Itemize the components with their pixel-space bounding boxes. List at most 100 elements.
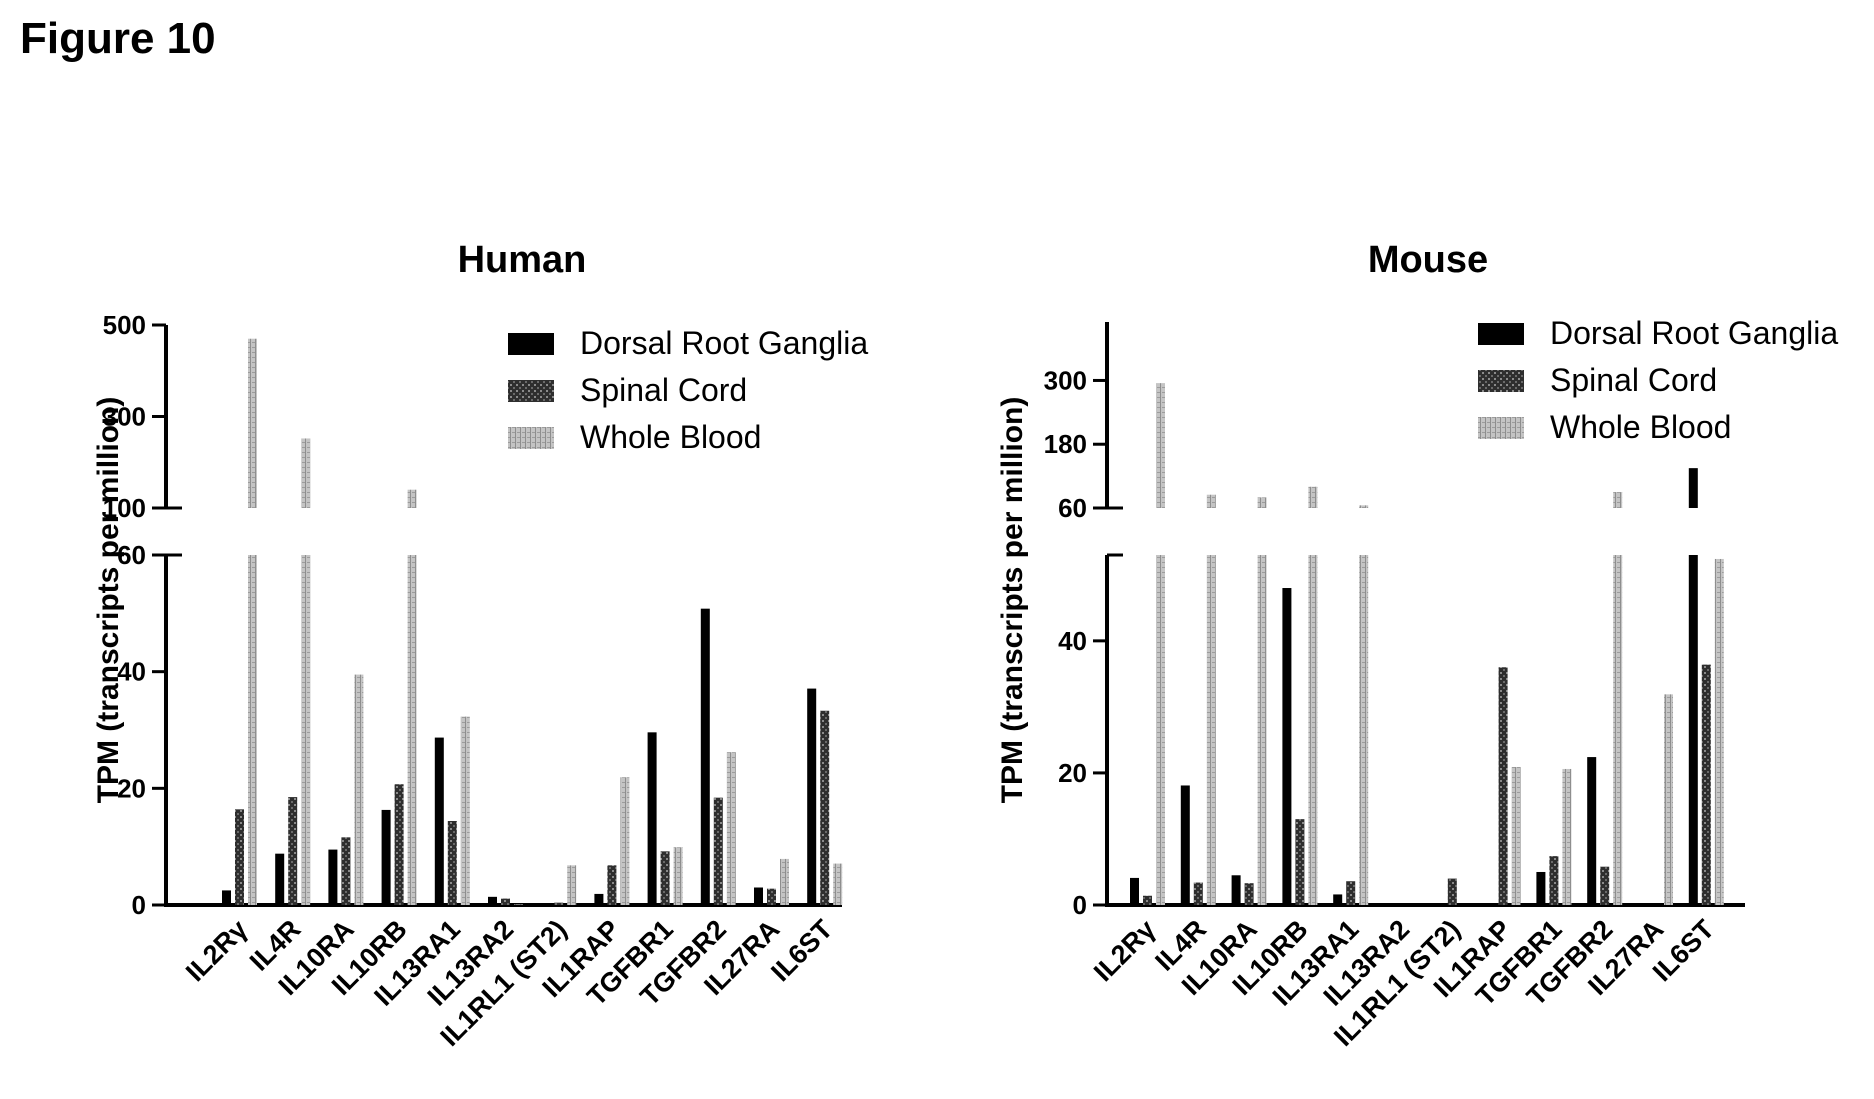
bar [1562, 768, 1572, 905]
x-tick-label: IL6ST [765, 914, 839, 988]
y-tick-label: 300 [103, 402, 146, 432]
bar [275, 853, 285, 905]
bar [1688, 555, 1698, 905]
bar [354, 674, 364, 905]
chart-panel-mouse: Mouse TPM (transcripts per million) 0 20 40 6… [996, 239, 1838, 1052]
bar [1346, 881, 1356, 905]
y-tick-label: 300 [1044, 365, 1087, 395]
legend-dorsal-root-ganglia-label: Dorsal Root Ganglia [580, 325, 868, 361]
legend-dorsal-root-ganglia-label: Dorsal Root Ganglia [1550, 315, 1838, 351]
bar [381, 809, 391, 905]
x-tick-label: IL2Rγ [180, 914, 253, 987]
bar [660, 851, 670, 905]
y-tick-label: 180 [1044, 429, 1087, 459]
bar [1193, 882, 1203, 905]
bar [1549, 856, 1559, 905]
bar [1156, 555, 1165, 905]
bar [341, 837, 351, 905]
bar [726, 752, 736, 905]
y-tick-label: 20 [1058, 758, 1087, 788]
bar [1600, 866, 1610, 905]
bar [394, 784, 404, 905]
bar [767, 888, 776, 905]
bar [235, 809, 244, 905]
legend-whole-blood-swatch [1478, 417, 1524, 439]
bar [514, 904, 523, 905]
bar [301, 555, 311, 905]
y-axis-label: TPM (transcripts per million) [996, 397, 1029, 804]
legend-spinal-cord-swatch [508, 380, 554, 402]
y-axis-label: TPM (transcripts per million) [92, 397, 125, 804]
bar [713, 797, 723, 905]
bar [541, 903, 551, 905]
x-tick-label: IL2Rγ [1088, 914, 1161, 987]
bar [1308, 555, 1318, 905]
y-tick-label: 20 [117, 773, 146, 803]
y-tick-label: 100 [103, 493, 146, 523]
bar [1244, 883, 1254, 905]
bar [248, 555, 257, 905]
bar [673, 847, 683, 905]
bar [328, 849, 338, 905]
bar [488, 896, 497, 905]
bar [1282, 588, 1292, 905]
bar [807, 688, 817, 905]
chart-title: Mouse [1368, 239, 1488, 281]
bar [1257, 555, 1267, 905]
legend-dorsal-root-ganglia-swatch [1478, 323, 1524, 345]
bar [1701, 664, 1711, 905]
bar-upper [1308, 486, 1318, 508]
bar [1664, 694, 1673, 905]
chart-panel-human: Human TPM (transcripts per million) 0 20 40 6… [92, 239, 868, 1052]
bar [700, 608, 710, 905]
y-tick-label: 60 [1058, 493, 1087, 523]
legend-spinal-cord-label: Spinal Cord [1550, 362, 1717, 398]
bar [567, 865, 577, 905]
legend-dorsal-root-ganglia-swatch [508, 333, 554, 355]
bar [1536, 871, 1546, 905]
bar [1143, 895, 1152, 905]
bar [820, 710, 830, 905]
bar [1485, 903, 1495, 905]
legend-spinal-cord-label: Spinal Cord [580, 372, 747, 408]
bar [833, 863, 843, 905]
bar [647, 732, 657, 905]
bar [1447, 878, 1457, 905]
bar [780, 858, 789, 905]
bar [501, 898, 510, 905]
bar [1333, 894, 1343, 905]
bar [222, 890, 231, 905]
legend-whole-blood-label: Whole Blood [580, 419, 761, 455]
bar-upper [1257, 497, 1267, 508]
bar [594, 893, 604, 905]
bar-upper [1613, 492, 1623, 508]
legend-spinal-cord-swatch [1478, 370, 1524, 392]
bar-upper [1206, 494, 1216, 508]
bar [407, 555, 417, 905]
bar [1206, 555, 1216, 905]
bar [447, 821, 457, 905]
legend-whole-blood-swatch [508, 427, 554, 449]
y-tick-label: 40 [1058, 626, 1087, 656]
bar [1295, 819, 1305, 905]
bar [554, 902, 564, 905]
bar [1587, 757, 1597, 905]
bar [1231, 875, 1241, 905]
y-tick-label: 0 [1073, 890, 1087, 920]
chart-title: Human [458, 239, 587, 281]
figure-title: Figure 10 [20, 14, 216, 63]
bar [607, 865, 617, 905]
bar-upper [1359, 505, 1369, 508]
bar [620, 777, 630, 905]
y-tick-label: 40 [117, 657, 146, 687]
bar [1180, 785, 1190, 905]
y-tick-label: 60 [117, 540, 146, 570]
bar [288, 797, 298, 905]
bar [1613, 555, 1623, 905]
y-tick-label: 500 [103, 310, 146, 340]
bar [1130, 877, 1139, 905]
bar [754, 887, 763, 905]
bar [434, 737, 444, 905]
bar [1359, 555, 1369, 905]
